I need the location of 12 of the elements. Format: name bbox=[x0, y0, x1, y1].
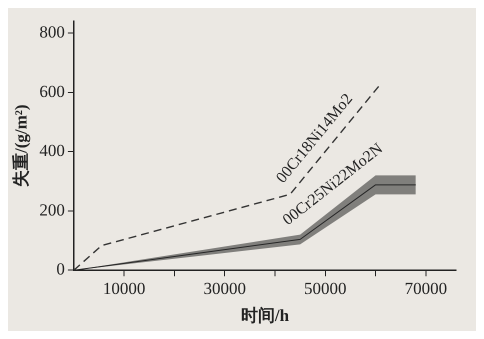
y-tick-label: 200 bbox=[39, 200, 65, 220]
line-series bbox=[74, 83, 382, 270]
x-tick-label: 70000 bbox=[404, 278, 448, 298]
x-tick-label: 30000 bbox=[203, 278, 246, 298]
x-axis-title: 时间/h bbox=[240, 306, 290, 326]
x-tick-label: 50000 bbox=[304, 278, 347, 298]
x-tick-label: 10000 bbox=[102, 278, 146, 298]
y-tick-label: 600 bbox=[39, 82, 65, 101]
y-axis-title: 失重/(g/m²) bbox=[12, 104, 31, 187]
y-tick-label: 400 bbox=[39, 141, 65, 160]
y-tick-label: 800 bbox=[39, 22, 65, 42]
y-tick-label: 0 bbox=[56, 260, 65, 279]
